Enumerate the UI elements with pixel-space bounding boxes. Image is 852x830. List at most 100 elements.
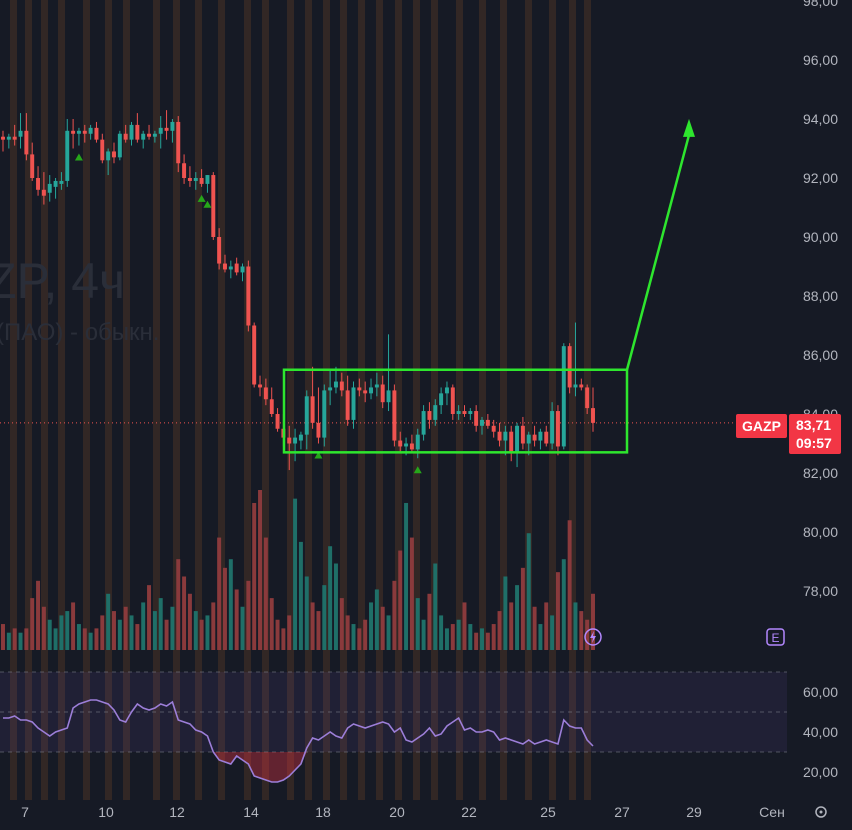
volume-bar xyxy=(409,537,414,650)
buy-signal-marker xyxy=(203,200,212,208)
candle-body xyxy=(211,175,216,237)
flash-icon[interactable] xyxy=(584,628,602,646)
session-band xyxy=(479,0,486,800)
volume-bar xyxy=(88,632,93,650)
volume-bar xyxy=(106,593,111,650)
candle-body xyxy=(369,387,373,394)
volume-bar xyxy=(538,624,543,650)
candle-body xyxy=(532,434,537,441)
breakout-arrow-line[interactable] xyxy=(625,134,691,371)
volume-bar xyxy=(480,628,484,650)
volume-bar xyxy=(47,619,52,650)
price-axis[interactable]: 98,0096,0094,0092,0090,0088,0086,0084,00… xyxy=(803,0,838,599)
candle-body xyxy=(550,411,555,444)
volume-bar xyxy=(1,624,5,650)
volume-bar xyxy=(462,602,467,650)
time-axis-label: 14 xyxy=(243,804,259,820)
price-axis-label: 98,00 xyxy=(803,0,838,9)
volume-bar xyxy=(544,602,549,650)
candle-body xyxy=(345,390,350,420)
volume-bar xyxy=(182,576,187,650)
consolidation-box[interactable] xyxy=(282,368,629,454)
volume-bar xyxy=(211,602,216,650)
candle-body xyxy=(404,443,409,447)
volume-bar xyxy=(82,628,87,650)
candle-body xyxy=(567,346,572,388)
candle-body xyxy=(12,136,17,140)
candle-body xyxy=(427,411,432,420)
session-band xyxy=(323,0,330,800)
candle-body xyxy=(433,405,438,420)
session-band xyxy=(173,0,180,800)
volume-bars xyxy=(1,490,595,650)
volume-bar xyxy=(404,502,409,650)
session-band xyxy=(395,0,402,800)
earnings-icon[interactable]: E xyxy=(766,628,785,646)
volume-bar xyxy=(158,598,163,650)
price-tag-countdown: 09:57 xyxy=(796,435,832,451)
volume-bar xyxy=(164,619,169,650)
candle-body xyxy=(158,127,163,134)
volume-bar xyxy=(123,606,128,650)
volume-bar xyxy=(205,615,210,650)
breakout-arrow-head[interactable] xyxy=(683,118,695,137)
candle-body xyxy=(398,440,403,447)
candle-body xyxy=(561,346,566,447)
price-axis-label: 96,00 xyxy=(803,52,838,68)
volume-bar xyxy=(433,563,438,650)
candle-body xyxy=(544,431,549,444)
buy-signal-marker xyxy=(74,153,83,161)
candle-body xyxy=(474,411,479,426)
volume-bar xyxy=(228,559,233,650)
session-band xyxy=(358,0,365,800)
candle-body xyxy=(503,431,508,441)
volume-bar xyxy=(129,615,134,650)
rsi-polyline xyxy=(3,699,594,783)
earnings-label: E xyxy=(771,631,779,645)
volume-bar xyxy=(310,602,315,650)
candle-body xyxy=(129,124,134,140)
volume-bar xyxy=(141,602,146,650)
session-band xyxy=(153,0,160,800)
session-band xyxy=(195,0,202,800)
session-band xyxy=(218,0,225,800)
volume-bar xyxy=(152,611,157,650)
volume-bar xyxy=(240,606,245,650)
volume-bar xyxy=(333,563,338,650)
candle-body xyxy=(234,263,239,273)
volume-bar xyxy=(567,520,572,650)
time-axis-label: Сен xyxy=(759,804,785,820)
session-band xyxy=(431,0,438,800)
candle-body xyxy=(187,178,192,181)
volume-bar xyxy=(112,611,116,650)
candle-body xyxy=(316,422,321,438)
price-axis-label: 86,00 xyxy=(803,347,838,363)
volume-bar xyxy=(263,537,268,650)
candle-body xyxy=(421,411,426,435)
rsi-axis[interactable]: 60,00 40,00 20,00 xyxy=(803,684,838,780)
candle-body xyxy=(269,399,274,414)
candle-body xyxy=(123,133,128,140)
session-band xyxy=(287,0,294,800)
candle-body xyxy=(100,139,105,161)
candle-body xyxy=(456,411,461,414)
candle-body xyxy=(386,390,391,403)
session-band xyxy=(123,0,130,800)
annotation-drawing[interactable] xyxy=(282,118,695,454)
session-band xyxy=(376,0,383,800)
candle-body xyxy=(480,419,484,426)
candle-body xyxy=(65,130,70,181)
candle-body xyxy=(112,151,116,158)
time-axis[interactable]: 7 10 12 14 18 20 22 25 27 29 Сен xyxy=(21,804,785,820)
session-band xyxy=(105,0,112,800)
time-axis-label: 10 xyxy=(98,804,114,820)
session-band xyxy=(83,0,90,800)
watermark-name: (ПАО) - обыкн. xyxy=(0,319,159,346)
volume-bar xyxy=(456,619,461,650)
volume-bar xyxy=(234,589,239,650)
volume-bar xyxy=(585,619,590,650)
gear-icon[interactable] xyxy=(815,806,827,818)
time-axis-label: 29 xyxy=(686,804,702,820)
